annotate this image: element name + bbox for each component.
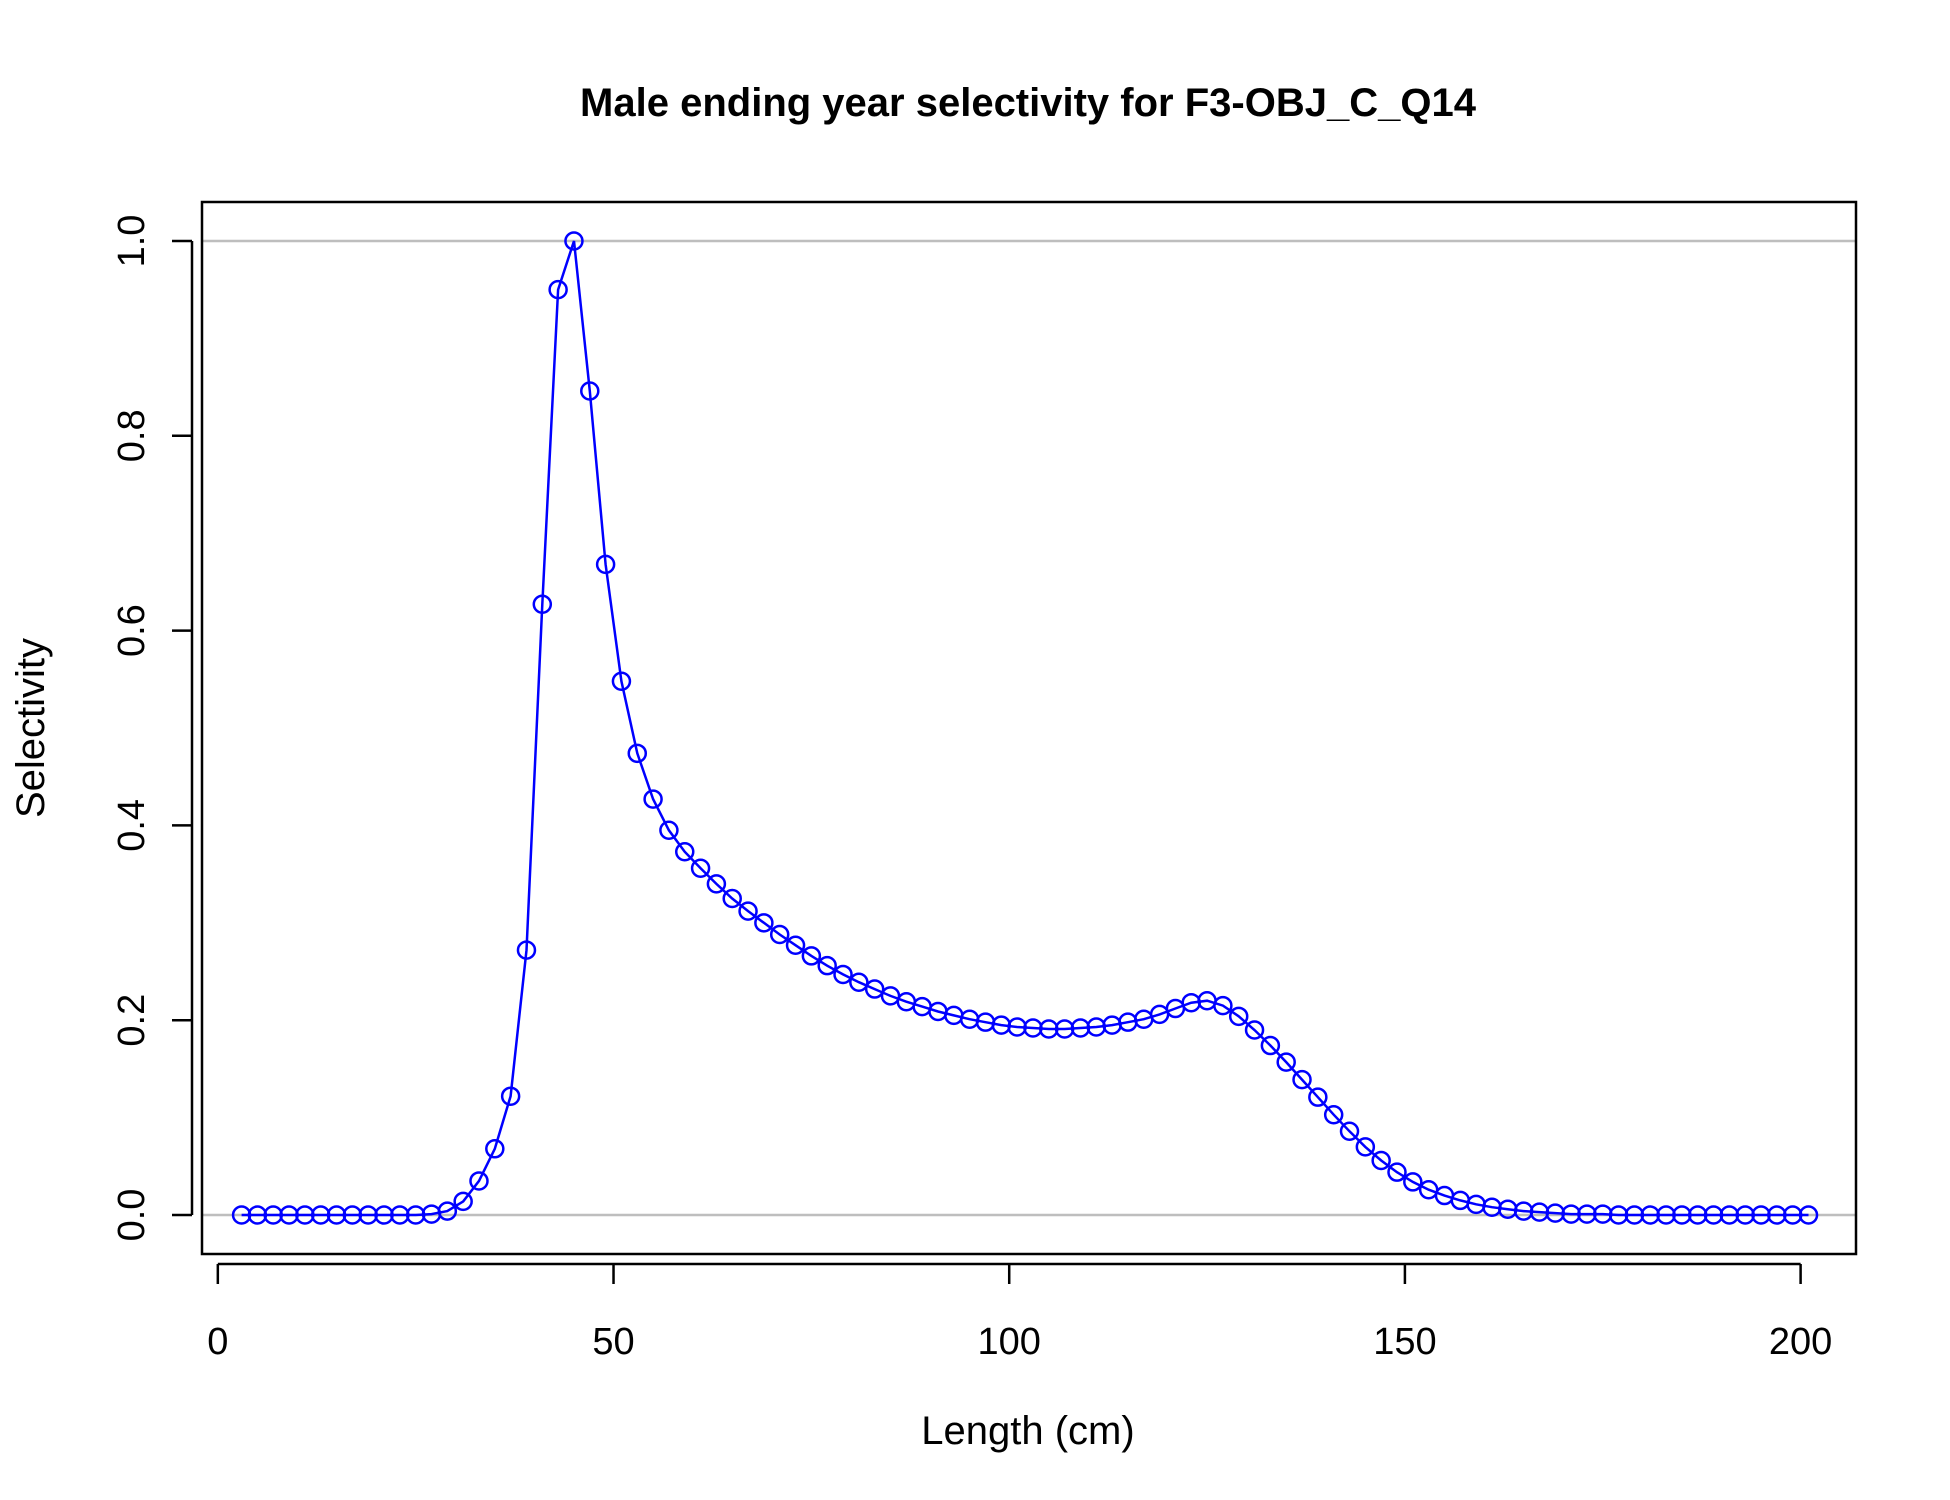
data-point — [690, 858, 711, 879]
data-point — [1339, 1121, 1360, 1142]
data-point — [564, 231, 584, 251]
chart-title: Male ending year selectivity for F3-OBJ_… — [580, 81, 1477, 125]
data-point — [674, 841, 695, 862]
data-point — [849, 972, 869, 992]
data-point — [754, 913, 774, 933]
data-point — [453, 1191, 473, 1212]
x-axis-label: Length (cm) — [921, 1409, 1134, 1453]
data-point — [548, 279, 568, 300]
data-point — [580, 381, 600, 401]
data-point — [785, 935, 806, 955]
data-point — [659, 820, 679, 841]
data-point — [643, 789, 663, 809]
data-point — [532, 594, 553, 615]
data-point — [611, 671, 632, 691]
data-point — [485, 1139, 505, 1159]
y-axis-label: Selectivity — [9, 638, 53, 818]
y-tick-label: 0.6 — [111, 604, 153, 657]
x-tick-label: 150 — [1373, 1321, 1436, 1363]
data-point — [595, 554, 616, 575]
data-point — [738, 901, 758, 921]
x-tick-label: 50 — [592, 1321, 634, 1363]
series-line — [241, 240, 1809, 1217]
data-point — [1403, 1172, 1423, 1192]
y-tick-label: 0.4 — [111, 799, 153, 852]
data-point — [833, 964, 853, 985]
data-point — [801, 946, 822, 966]
data-point — [864, 979, 885, 999]
data-point — [469, 1171, 489, 1191]
y-tick-label: 0.2 — [111, 994, 153, 1047]
data-point — [1355, 1137, 1376, 1157]
data-point — [706, 874, 727, 894]
y-tick-label: 1.0 — [111, 215, 153, 268]
data-point — [1292, 1069, 1312, 1090]
y-axis: 0.0 0.2 0.4 0.6 0.8 1.0 — [111, 215, 194, 1242]
data-point — [500, 1086, 521, 1106]
data-point — [769, 924, 790, 945]
x-axis: 0 50 100 150 200 — [207, 1262, 1832, 1363]
data-point — [1308, 1087, 1328, 1107]
data-point — [1387, 1162, 1407, 1182]
data-point — [1371, 1150, 1391, 1171]
x-tick-label: 100 — [978, 1321, 1041, 1363]
data-point — [437, 1201, 458, 1221]
data-point — [1798, 1205, 1819, 1225]
data-point — [722, 888, 742, 909]
y-tick-label: 0.0 — [111, 1189, 153, 1242]
data-point — [817, 955, 837, 976]
data-point — [1213, 995, 1233, 1016]
data-point — [627, 743, 648, 764]
y-tick-label: 0.8 — [111, 409, 153, 462]
series-layer — [231, 231, 1819, 1225]
data-point — [1228, 1006, 1249, 1027]
data-point — [1323, 1104, 1344, 1125]
data-point — [516, 940, 537, 960]
data-point — [1260, 1035, 1281, 1056]
data-point — [1276, 1052, 1296, 1072]
x-tick-label: 200 — [1769, 1321, 1832, 1363]
plot-frame — [200, 200, 1858, 1256]
data-point — [1244, 1020, 1265, 1040]
plot-area — [200, 200, 1858, 1256]
x-tick-label: 0 — [207, 1321, 228, 1363]
reference-lines — [202, 239, 1856, 1217]
